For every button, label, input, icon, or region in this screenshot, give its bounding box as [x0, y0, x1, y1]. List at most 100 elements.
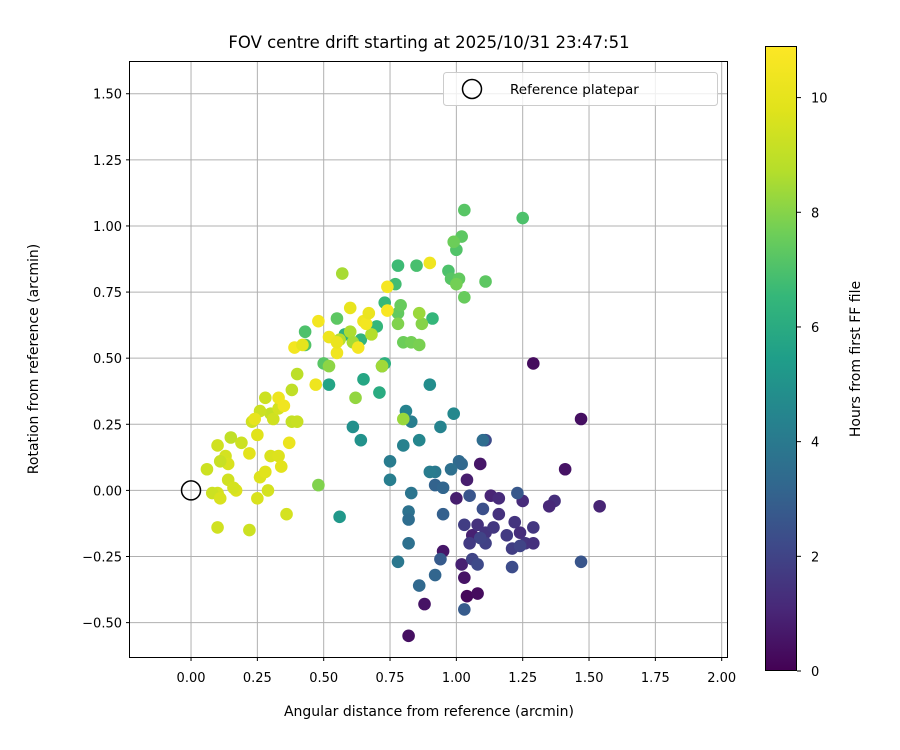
scatter-point: [322, 378, 336, 391]
scatter-point: [423, 256, 437, 270]
scatter-point: [412, 579, 426, 592]
scatter-point: [415, 317, 429, 331]
x-tick-label: 0.50: [309, 671, 338, 686]
colorbar-tick-label: 6: [811, 321, 819, 336]
scatter-point: [418, 597, 431, 611]
scatter-point: [436, 481, 450, 495]
scatter-point: [357, 373, 370, 386]
x-tick-label: 1.25: [508, 671, 537, 686]
scatter-point: [396, 412, 410, 426]
scatter-point: [272, 449, 285, 463]
scatter-point: [227, 481, 240, 495]
scatter-point: [487, 521, 500, 534]
scatter-point: [330, 346, 344, 360]
scatter-point: [312, 478, 325, 492]
scatter-point: [309, 378, 323, 391]
scatter-point: [248, 412, 262, 426]
scatter-point: [455, 558, 468, 571]
scatter-point: [330, 336, 344, 349]
x-tick-label: 0.25: [243, 671, 272, 686]
scatter-point: [458, 203, 471, 217]
scatter-point: [391, 317, 405, 331]
scatter-point: [354, 433, 368, 447]
scatter-point: [261, 484, 275, 497]
scatter-point: [251, 428, 264, 442]
scatter-point: [277, 399, 291, 413]
scatter-point: [243, 523, 256, 537]
colorbar-ticks: 0 2 4 6 8 10: [797, 92, 828, 680]
x-tick-label: 0.75: [376, 671, 405, 686]
scatter-point: [259, 465, 272, 479]
scatter-point: [542, 499, 556, 513]
scatter-point: [410, 259, 423, 272]
y-tick-label: 0.75: [93, 286, 122, 301]
scatter-point: [513, 539, 527, 553]
scatter-point: [343, 301, 357, 315]
scatter-point: [473, 457, 487, 471]
scatter-point: [251, 492, 264, 505]
scatter-point: [381, 280, 394, 294]
scatter-point: [527, 357, 540, 370]
scatter-point: [274, 460, 288, 473]
scatter-point: [396, 439, 410, 452]
x-axis-label: Angular distance from reference (arcmin): [284, 704, 574, 720]
scatter-point: [447, 235, 461, 249]
scatter-point: [259, 391, 272, 405]
colorbar: 0 2 4 6 8 10 Hours from first FF file: [765, 46, 864, 680]
scatter-point: [213, 492, 227, 505]
scatter-point: [511, 486, 524, 500]
scatter-point: [423, 465, 437, 479]
scatter-point: [391, 259, 405, 272]
scatter-point: [285, 383, 299, 397]
x-tick-label: 0.00: [177, 671, 206, 686]
scatter-point: [330, 312, 344, 325]
colorbar-gradient: [765, 46, 797, 671]
colorbar-tick-label: 2: [811, 550, 819, 565]
scatter-point: [391, 555, 405, 569]
scatter-point: [343, 325, 357, 339]
x-tick-label: 1.50: [575, 671, 604, 686]
scatter-point: [473, 531, 487, 545]
scatter-point: [412, 433, 426, 447]
scatter-point: [436, 507, 450, 521]
scatter-point: [298, 325, 312, 339]
scatter-point: [365, 328, 378, 341]
scatter-point: [412, 306, 426, 320]
legend: Reference platepar: [443, 72, 718, 106]
scatter-point: [243, 447, 256, 460]
y-tick-label: −0.25: [82, 551, 122, 566]
y-axis-label: Rotation from reference (arcmin): [26, 244, 42, 474]
scatter-point: [508, 515, 522, 529]
scatter-point: [476, 433, 490, 447]
scatter-point: [455, 457, 468, 471]
scatter-point: [460, 473, 474, 487]
scatter-point: [312, 314, 325, 328]
scatter-point: [290, 415, 304, 428]
scatter-point: [444, 462, 458, 476]
scatter-point: [394, 298, 407, 312]
scatter-point: [527, 521, 540, 534]
y-tick-label: 0.25: [93, 418, 122, 433]
scatter-point: [322, 359, 336, 373]
scatter-point: [434, 420, 447, 434]
scatter-point: [211, 439, 224, 452]
colorbar-frame: [765, 46, 797, 671]
scatter-point: [383, 473, 397, 487]
legend-open-circle-icon: [461, 78, 483, 100]
x-tick-label: 1.00: [442, 671, 471, 686]
scatter-point: [492, 492, 506, 505]
y-axis-ticks: −0.50 −0.25 0.00 0.25 0.50 0.75 1.00 1.25 1.50: [82, 88, 130, 632]
x-tick-label: 1.75: [641, 671, 670, 686]
x-tick-label: 2.00: [707, 671, 736, 686]
scatter-point: [513, 526, 527, 540]
scatter-point: [335, 267, 349, 280]
legend-label: Reference platepar: [510, 82, 639, 98]
legend-box: [443, 72, 718, 106]
scatter-point: [359, 317, 373, 331]
y-tick-label: −0.50: [82, 617, 122, 632]
scatter-point: [516, 211, 529, 225]
y-tick-label: 1.00: [93, 220, 122, 235]
colorbar-tick-label: 0: [811, 665, 819, 680]
scatter-point: [266, 412, 280, 426]
